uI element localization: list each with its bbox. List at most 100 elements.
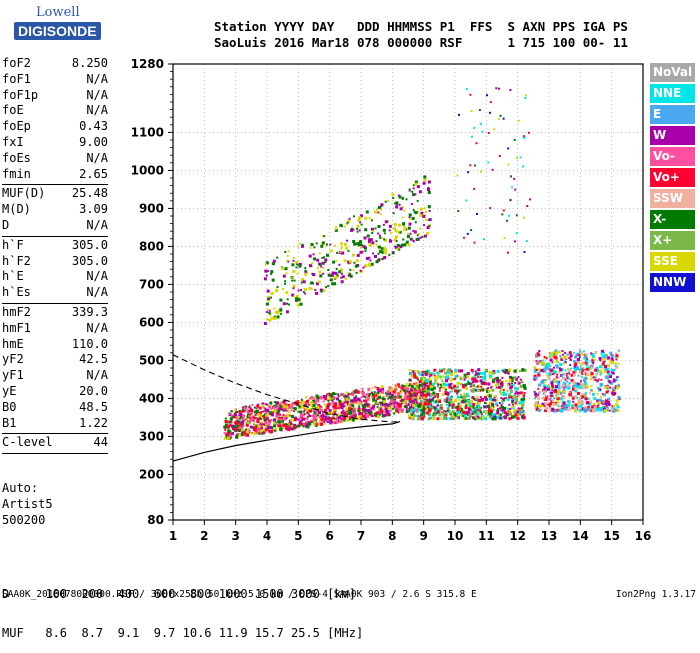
echo-point [564,361,567,364]
echo-point [235,420,239,424]
echo-point [514,387,518,391]
echo-point [415,238,419,241]
echo-point [385,410,389,414]
echo-point [399,402,403,406]
echo-point [569,364,572,367]
echo-point [338,404,342,408]
echo-point [541,369,545,373]
echo-point [445,410,447,413]
echo-point [500,406,503,408]
echo-point [238,409,241,412]
echo-point [398,407,402,411]
echo-point [231,414,234,417]
echo-point [358,405,361,408]
echo-point [563,382,567,386]
echo-point [523,251,526,254]
echo-point [500,409,503,412]
echo-point [265,424,269,427]
echo-point [268,309,271,312]
echo-point [509,199,512,202]
echo-point [329,249,333,253]
echo-point [511,377,514,380]
y-tick-label: 300 [139,429,164,443]
echo-point [320,405,323,408]
echo-point [435,370,438,373]
echo-point [394,384,397,387]
x-tick-label: 3 [231,529,239,543]
echo-point [544,409,548,413]
echo-point [433,368,437,372]
echo-point [579,380,582,383]
echo-point [406,392,410,396]
echo-point [562,353,565,356]
echo-point [404,387,408,391]
echo-point [474,386,477,389]
echo-point [412,387,415,390]
echo-point [466,372,470,375]
echo-point [478,109,481,111]
autoscaling-info: Auto: Artist5 500200 [2,480,53,528]
echo-point [438,389,441,392]
echo-point [593,379,596,382]
echo-point [491,413,495,417]
echo-point [359,221,362,224]
echo-point [413,390,417,394]
echo-point [456,417,459,420]
echo-point [445,388,448,391]
echo-point [422,390,426,394]
echo-point [417,386,421,389]
echo-point [246,427,249,430]
echo-point [599,373,602,376]
echo-point [331,271,335,275]
echo-point [332,414,335,417]
echo-point [549,365,552,368]
echo-point [312,273,314,276]
echo-cluster [263,175,432,325]
param-name: foEp [2,119,31,134]
echo-point [409,217,412,220]
echo-point [546,385,550,388]
echo-point [534,397,537,400]
echo-point [306,399,309,403]
echo-point [340,245,343,248]
echo-point [340,268,343,272]
echo-point [363,409,366,413]
param-row: C-level 44 [2,435,108,451]
param-name: hmF1 [2,320,31,335]
param-row: B1 1.22 [2,416,108,432]
echo-point [552,403,555,406]
echo-point [524,94,527,97]
echo-point [326,406,330,410]
echo-point [408,369,411,371]
echo-point [574,403,578,407]
echo-point [439,375,442,379]
echo-point [338,270,342,274]
echo-point [561,384,565,388]
echo-point [279,427,283,431]
y-tick-label: 80 [147,513,164,527]
echo-point [521,416,523,419]
echo-point [550,355,554,359]
echo-point [602,403,605,405]
echo-point [585,368,589,371]
echo-point [481,130,484,133]
echo-point [313,422,317,426]
echo-point [248,430,251,433]
echo-point [555,376,558,379]
echo-point [419,236,422,239]
echo-point [545,394,548,397]
echo-point [549,394,552,397]
param-row: h`F2 305.0 [2,254,108,270]
echo-point [378,390,382,394]
echo-point [383,250,387,254]
echo-point [370,391,373,394]
echo-cluster [223,379,433,440]
echo-point [613,378,615,381]
echo-point [425,397,428,400]
echo-point [398,248,401,251]
echo-point [224,420,228,423]
echo-point [517,119,520,122]
echo-point [491,417,495,421]
echo-point [356,253,360,257]
echo-point [283,400,286,404]
